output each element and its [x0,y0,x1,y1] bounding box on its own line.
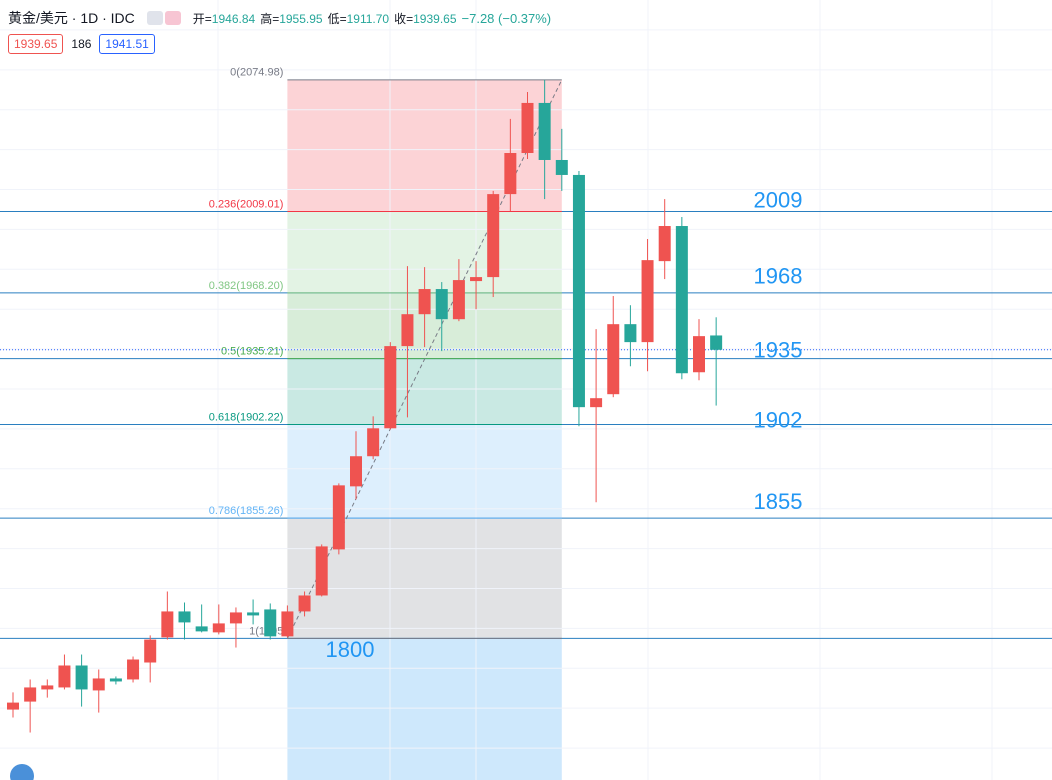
price-annotation: 2009 [754,187,803,212]
ohlc-value: 1946.84 [211,11,256,26]
fib-level-label: 0(2074.98) [230,67,283,79]
change: −7.28 (−0.37%) [461,10,552,26]
candle-body [435,289,448,320]
candle-body [75,665,88,690]
compare-button[interactable] [164,11,181,25]
hide-button[interactable] [146,11,163,25]
candle-body [693,336,705,373]
price-annotation: 1968 [754,264,803,289]
bid[interactable]: 1939.65 [8,34,64,54]
fib-zone [287,358,562,425]
symbol-title[interactable]: 黄金/美元 · 1D · IDC [8,10,135,26]
ohlc-close: 收=1939.65 [394,10,456,27]
fib-level-label: 0.618(1902.22) [209,411,284,423]
candle-body [452,280,465,320]
header-row: 黄金/美元 · 1D · IDC 开=1946.84 高=1955.95 低=1… [8,8,551,28]
candle-body [658,226,671,262]
candle-body [607,324,620,395]
candle-body [401,314,414,347]
ohlc-value: 1911.70 [346,11,390,26]
price-annotation: 1855 [754,489,803,514]
spread: 186 [71,37,92,51]
ohlc-label: 高= [260,11,280,26]
candle-body [590,398,603,408]
candle-body [127,659,140,680]
candle-body [521,102,534,154]
candle-body [504,153,517,195]
candle-body [538,102,551,160]
candle-body [195,626,208,632]
ohlc-label: 开= [192,11,212,26]
candle-body [555,159,568,175]
candle-body [470,277,483,282]
candle-body [384,346,397,429]
quote-row: 1939.65 186 1941.51 [8,34,551,54]
ohlc-open: 开=1946.84 [193,10,255,27]
icons [146,11,181,25]
price-annotation: 1935 [754,337,803,362]
candle-body [572,174,585,408]
candle-body [92,678,105,691]
candle-body [247,612,260,616]
candle-body [367,428,380,457]
ohlc-value: 1955.95 [279,11,323,26]
ohlc-value: 1939.65 [413,11,457,26]
candle-body [178,611,191,623]
candle-body [281,611,294,637]
candle-body [315,546,328,596]
candle-body [624,324,637,343]
candle-body [58,665,71,688]
fib-level-label: 0.382(1968.20) [209,280,284,292]
candle-body [350,456,362,487]
candle-body [161,611,174,638]
candle-body [487,194,500,278]
candle-body [144,639,157,663]
logo [10,764,34,780]
ohlc-label: 收= [394,11,414,26]
candle-body [41,685,54,690]
fib-zone [287,518,562,639]
fib-level-label: 0.236(2009.01) [209,198,284,210]
candle-body [24,687,37,702]
candle-body [109,678,122,682]
fib-zone [287,424,562,519]
candle-body [710,335,723,350]
ohlc-high: 高=1955.95 [260,10,322,27]
candle-body [212,623,225,633]
candle-body [332,485,345,550]
price-annotation: 1800 [326,637,375,662]
candle-body [675,226,688,374]
fib-level-label: 0.5(1935.21) [221,346,283,358]
fib-zone [287,638,562,780]
candle-body [418,289,431,315]
fib-zone [287,79,562,212]
candle-body [298,595,311,612]
fib-level-label: 0.786(1855.26) [209,505,284,517]
candle-body [7,702,19,710]
candle-body [641,260,654,343]
candle-body [264,609,277,637]
ask[interactable]: 1941.51 [99,34,155,54]
candle-body [229,612,242,624]
price-annotation: 1902 [754,407,803,432]
ohlc-label: 低= [327,11,347,26]
ohlc-low: 低=1911.70 [328,10,390,27]
legend-header: 黄金/美元 · 1D · IDC 开=1946.84 高=1955.95 低=1… [8,8,551,54]
